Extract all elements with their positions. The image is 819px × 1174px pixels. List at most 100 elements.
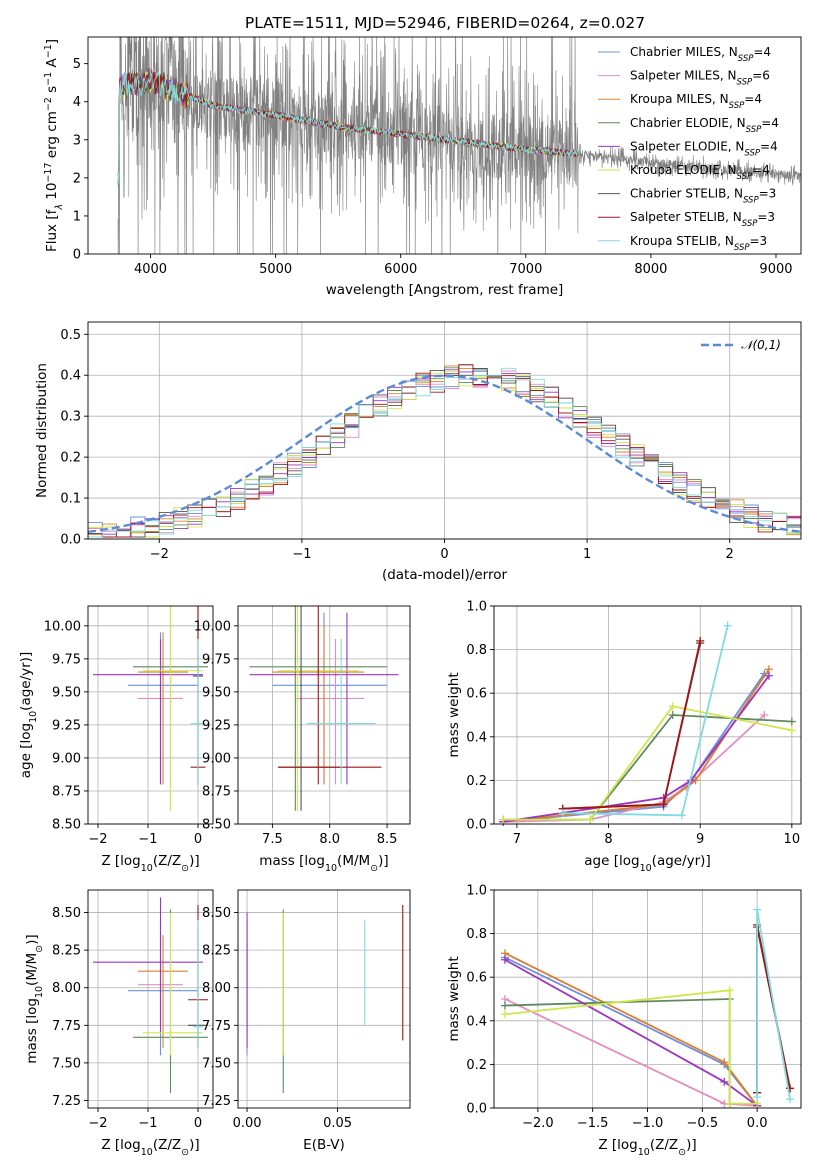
figure-title: PLATE=1511, MJD=52946, FIBERID=0264, z=0… xyxy=(245,14,645,32)
y-tick-label: 8.25 xyxy=(52,944,81,959)
x-tick-label: 8000 xyxy=(634,262,667,277)
weight-line xyxy=(503,705,792,821)
y-tick-label: 8.75 xyxy=(202,784,231,799)
legend-label: Kroupa MILES, NSSP=4 xyxy=(630,92,762,111)
weight-marker xyxy=(558,809,567,818)
y-tick-label: 7.50 xyxy=(202,1056,231,1071)
x-tick-label: −1.5 xyxy=(577,1116,609,1131)
legend-label: Kroupa STELIB, NSSP=3 xyxy=(630,234,767,253)
y-tick-label: 0.2 xyxy=(466,1058,487,1073)
weight-vs-age-panel: 7 8 9 10 0.0 0.2 0.4 0.6 0.8 1.0 age [log10(age/yr… xyxy=(446,600,802,874)
x-axis-label: Z [log10(Z/Z⊙)] xyxy=(101,1137,199,1158)
weight-line xyxy=(504,959,758,1107)
x-axis-label: E(B-V) xyxy=(303,1137,345,1153)
y-tick-label: 7.25 xyxy=(202,1094,231,1109)
y-tick-label: 10.00 xyxy=(194,619,231,634)
y-tick-label: 9.25 xyxy=(202,718,231,733)
weight-marker xyxy=(725,1099,734,1108)
y-tick-label: 1 xyxy=(73,209,81,224)
x-axis-label: (data-model)/error xyxy=(382,567,508,583)
x-axis-label: Z [log10(Z/Z⊙)] xyxy=(101,853,199,874)
histogram-step xyxy=(88,367,801,538)
model-line xyxy=(117,71,579,185)
x-tick-label: 7.5 xyxy=(262,832,283,847)
y-tick-label: 0.0 xyxy=(466,818,487,833)
axes-frame xyxy=(87,36,802,255)
normal-reference-curve xyxy=(88,374,801,533)
weight-marker xyxy=(786,1095,795,1104)
y-tick-label: 7.75 xyxy=(52,1019,81,1034)
y-tick-label: 5 xyxy=(73,57,81,72)
y-axis-label: mass weight xyxy=(446,956,462,1041)
legend-label: Salpeter STELIB, NSSP=3 xyxy=(630,210,775,229)
weight-line xyxy=(504,989,758,1105)
weight-line xyxy=(756,909,791,1100)
y-tick-label: 0.6 xyxy=(466,687,487,702)
x-tick-label: −1 xyxy=(138,832,157,847)
y-axis-label: Normed distribution xyxy=(34,363,50,498)
weight-marker xyxy=(723,621,732,630)
y-tick-label: 1.0 xyxy=(466,600,487,615)
y-tick-label: 8.25 xyxy=(202,944,231,959)
model-line xyxy=(117,71,579,174)
axes-frame xyxy=(87,321,802,540)
weight-marker xyxy=(500,955,509,964)
weight-marker xyxy=(725,986,734,995)
y-axis-label: Flux [fλ 10−17 erg cm−2 s−1 A−1] xyxy=(43,39,65,252)
weight-marker xyxy=(499,815,508,824)
x-tick-label: −2.0 xyxy=(522,1116,554,1131)
x-tick-label: −2 xyxy=(150,547,169,562)
mass-vs-ebv-panel: 0.00 0.05 7.25 7.50 7.75 8.00 8.25 8.50 E(B-V) xyxy=(202,889,411,1153)
y-tick-label: 8.50 xyxy=(202,906,231,921)
y-tick-label: 0.8 xyxy=(466,927,487,942)
y-tick-label: 8.50 xyxy=(52,818,81,833)
y-tick-label: 0.3 xyxy=(60,410,81,425)
y-tick-label: 9.75 xyxy=(202,652,231,667)
weight-marker xyxy=(668,711,677,719)
y-tick-label: 8.50 xyxy=(202,818,231,833)
x-tick-label: 9 xyxy=(696,832,704,847)
x-tick-label: −1.0 xyxy=(632,1116,664,1131)
y-tick-label: 0.4 xyxy=(466,730,487,745)
x-tick-label: 0.00 xyxy=(233,1116,262,1131)
x-tick-label: 10 xyxy=(784,832,801,847)
y-tick-label: 9.25 xyxy=(52,718,81,733)
x-tick-label: 9000 xyxy=(759,262,792,277)
y-tick-label: 8.75 xyxy=(52,784,81,799)
x-tick-label: 7 xyxy=(513,832,521,847)
weight-marker xyxy=(696,636,705,645)
y-tick-label: 9.50 xyxy=(202,685,231,700)
x-tick-label: 4000 xyxy=(134,262,167,277)
x-tick-label: 8 xyxy=(604,832,612,847)
weight-marker xyxy=(586,815,595,824)
y-axis-label: mass weight xyxy=(446,672,462,757)
x-tick-label: 7000 xyxy=(509,262,542,277)
axes-frame xyxy=(493,889,802,1109)
y-tick-label: 0.8 xyxy=(466,643,487,658)
legend-label: Chabrier ELODIE, NSSP=4 xyxy=(630,116,779,135)
weight-marker xyxy=(659,800,668,809)
x-tick-label: 0.05 xyxy=(323,1116,352,1131)
x-tick-label: −2 xyxy=(88,832,107,847)
x-tick-label: −1 xyxy=(292,547,311,562)
y-tick-label: 0.0 xyxy=(60,533,81,548)
y-tick-label: 9.00 xyxy=(52,751,81,766)
spectrum-panel: 4000 5000 6000 7000 8000 9000 0 1 2 3 4 5 Chabrier M… xyxy=(43,36,802,298)
x-tick-label: 0 xyxy=(194,1116,202,1131)
y-tick-label: 1.0 xyxy=(466,884,487,899)
y-tick-label: 9.50 xyxy=(52,685,81,700)
x-tick-label: −2 xyxy=(88,1116,107,1131)
y-tick-label: 3 xyxy=(73,133,81,148)
y-tick-label: 0.1 xyxy=(60,492,81,507)
age-vs-metallicity-panel: −2 −1 0 8.50 8.75 9.00 9.25 9.50 9.75 10.00 Z [log… xyxy=(18,605,214,874)
y-tick-label: 8.00 xyxy=(52,981,81,996)
weight-vs-metallicity-panel: −2.0 −1.5 −1.0 −0.5 0.0 0.0 0.2 0.4 0.6 0.8 1.0 Z [… xyxy=(446,884,802,1158)
weight-line xyxy=(562,640,702,810)
weight-line xyxy=(562,625,729,817)
legend-label: Chabrier MILES, NSSP=4 xyxy=(630,45,771,64)
x-tick-label: 0 xyxy=(194,832,202,847)
weight-marker xyxy=(720,1058,729,1067)
y-tick-label: 4 xyxy=(73,95,81,110)
